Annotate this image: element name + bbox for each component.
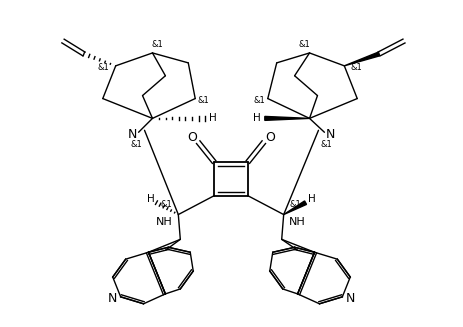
Polygon shape <box>344 52 380 66</box>
Text: N: N <box>108 292 118 305</box>
Text: H: H <box>147 194 154 204</box>
Polygon shape <box>265 116 310 120</box>
Text: &1: &1 <box>299 40 310 48</box>
Text: &1: &1 <box>197 96 209 105</box>
Text: H: H <box>307 194 315 204</box>
Text: O: O <box>188 131 197 144</box>
Text: O: O <box>265 131 275 144</box>
Text: &1: &1 <box>161 200 172 209</box>
Text: &1: &1 <box>350 63 362 72</box>
Text: &1: &1 <box>290 200 301 209</box>
Text: &1: &1 <box>98 63 110 72</box>
Text: &1: &1 <box>320 140 332 149</box>
Text: H: H <box>253 113 261 123</box>
Polygon shape <box>284 201 307 215</box>
Text: &1: &1 <box>131 140 143 149</box>
Text: N: N <box>128 128 138 141</box>
Text: N: N <box>325 128 335 141</box>
Text: NH: NH <box>156 217 173 228</box>
Text: &1: &1 <box>151 40 163 48</box>
Text: H: H <box>209 113 217 123</box>
Text: &1: &1 <box>254 96 266 105</box>
Text: N: N <box>345 292 355 305</box>
Text: NH: NH <box>289 217 306 228</box>
